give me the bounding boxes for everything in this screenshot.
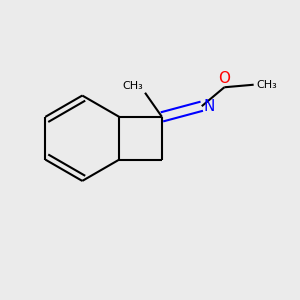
Text: CH₃: CH₃ <box>256 80 277 90</box>
Text: N: N <box>203 99 214 114</box>
Text: O: O <box>218 71 230 86</box>
Text: CH₃: CH₃ <box>123 81 144 91</box>
